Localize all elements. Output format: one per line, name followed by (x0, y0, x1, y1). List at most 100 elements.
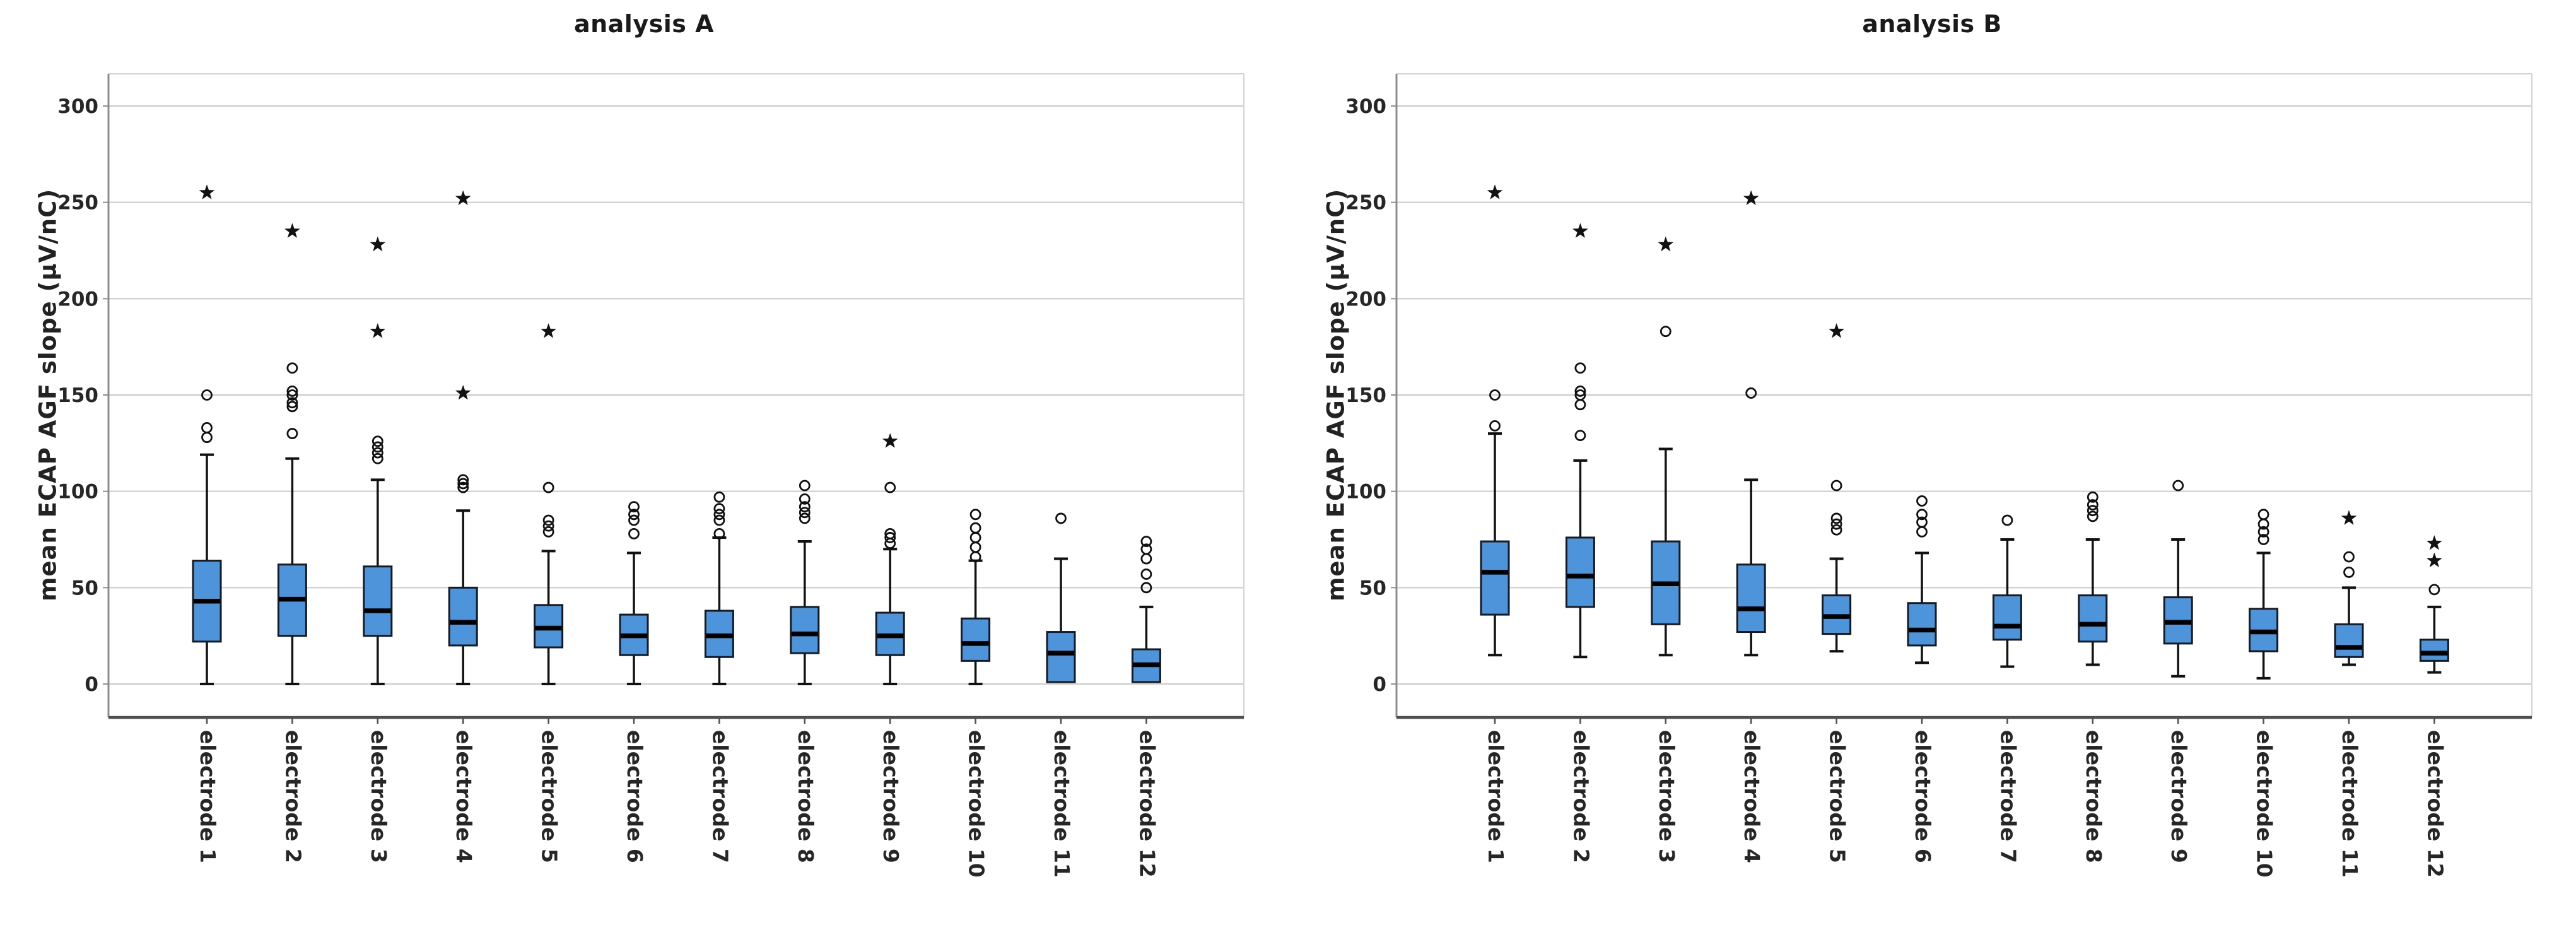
outlier-circle (372, 447, 383, 459)
outlier-circle (542, 481, 554, 493)
outlier-circle (286, 389, 298, 401)
box-group-electrode-9 (875, 433, 905, 685)
outlier-circle (1830, 480, 1842, 492)
outlier-circle (457, 474, 469, 486)
extreme-star (2427, 552, 2442, 568)
y-tick-label: 150 (1345, 384, 1386, 407)
x-category-label: electrode 12 (2423, 730, 2447, 878)
extreme-star (882, 433, 898, 448)
iqr-box (1907, 602, 1937, 647)
outlier-circle (1830, 524, 1842, 536)
outlier-circle (969, 509, 981, 521)
extreme-star (455, 190, 471, 206)
outlier-circle (1574, 430, 1586, 442)
outlier-circle (628, 509, 640, 521)
outlier-circle (1916, 516, 1928, 528)
iqr-box (1480, 540, 1510, 616)
x-category-label: electrode 10 (964, 730, 989, 878)
extreme-star (541, 323, 556, 338)
box-group-electrode-7 (1992, 514, 2022, 668)
outlier-circle (2257, 509, 2269, 521)
outlier-circle (1830, 518, 1842, 530)
extreme-star (370, 236, 386, 252)
outlier-circle (1574, 399, 1586, 411)
x-category-label: electrode 5 (1825, 730, 1850, 863)
iqr-box (961, 617, 991, 662)
extreme-star (284, 223, 300, 238)
outlier-circle (542, 526, 554, 538)
box-group-electrode-6 (619, 501, 649, 685)
box-group-electrode-8 (2078, 491, 2108, 666)
outlier-circle (799, 512, 811, 524)
x-category-label: electrode 7 (708, 730, 732, 863)
box-group-electrode-7 (704, 491, 734, 685)
extreme-star (1743, 190, 1759, 206)
outlier-circle (1745, 387, 1757, 399)
iqr-box (2334, 623, 2364, 658)
x-category-label: electrode 6 (1911, 730, 1935, 863)
outlier-circle (372, 441, 383, 453)
outlier-circle (2087, 505, 2099, 517)
x-category-label: electrode 2 (281, 730, 305, 863)
outlier-circle (2087, 491, 2099, 503)
outlier-circle (713, 528, 725, 539)
iqr-box (1992, 594, 2022, 641)
y-tick-label: 250 (1345, 192, 1386, 215)
box-group-electrode-2 (1565, 223, 1595, 659)
x-category-label: electrode 4 (452, 730, 476, 863)
extreme-star (370, 323, 386, 338)
y-tick-label: 50 (71, 577, 98, 599)
box-group-electrode-10 (961, 509, 991, 685)
box-group-electrode-5 (534, 323, 564, 685)
x-category-label: electrode 1 (1484, 730, 1508, 863)
outlier-circle (1140, 569, 1152, 580)
chart-analysis-a: analysis A mean ECAP AGF slope (μV/nC) 0… (35, 10, 1244, 878)
outlier-circle (2001, 514, 2013, 526)
x-category-label: electrode 8 (793, 730, 818, 863)
outlier-circle (2087, 510, 2099, 522)
outlier-circle (1916, 526, 1928, 538)
extreme-star (1829, 323, 1844, 338)
box-group-electrode-1 (192, 184, 222, 685)
outlier-circle (2087, 499, 2099, 510)
outlier-circle (713, 509, 725, 521)
y-tick-label: 150 (57, 384, 98, 407)
x-category-label: electrode 9 (2167, 730, 2191, 863)
boxplot-svg-a: 0 50 100 150 200 250 300 electrode 1 electrode 2… (57, 73, 1244, 878)
outlier-circle (2428, 584, 2440, 596)
box-group-electrode-4 (448, 190, 478, 685)
x-category-label: electrode 5 (537, 730, 562, 863)
extreme-star (1572, 223, 1588, 238)
outlier-circle (799, 480, 811, 492)
extreme-star (2341, 510, 2357, 525)
chart-analysis-b: analysis B mean ECAP AGF slope (μV/nC) 0… (1288, 0, 2576, 949)
x-category-label: electrode 7 (1996, 730, 2020, 863)
iqr-box (363, 565, 393, 637)
box-group-electrode-11 (2334, 510, 2364, 666)
outlier-circle (286, 385, 298, 397)
box-group-electrode-4 (1736, 190, 1766, 657)
y-tick-label: 100 (57, 481, 98, 504)
y-tick-label: 0 (1373, 673, 1386, 696)
box-group-electrode-9 (2163, 480, 2193, 678)
outlier-circle (713, 491, 725, 503)
outlier-circle (1574, 389, 1586, 401)
iqr-box (790, 606, 820, 654)
outlier-circle (2257, 534, 2269, 545)
outlier-circle (201, 389, 213, 401)
y-tick-label: 50 (1359, 577, 1386, 599)
y-tick-label: 100 (1345, 481, 1386, 504)
outlier-circle (457, 478, 469, 490)
x-category-label: electrode 2 (1569, 730, 1593, 863)
x-category-label: electrode 9 (879, 730, 903, 863)
outlier-circle (2172, 480, 2184, 492)
y-tick-label: 250 (57, 192, 98, 215)
outlier-circle (1574, 385, 1586, 397)
x-category-label: electrode 10 (2252, 730, 2277, 878)
box-group-electrode-1 (1480, 184, 1510, 657)
outlier-circle (542, 520, 554, 532)
outlier-circle (628, 514, 640, 526)
iqr-box (448, 586, 478, 647)
outlier-circle (969, 532, 981, 543)
